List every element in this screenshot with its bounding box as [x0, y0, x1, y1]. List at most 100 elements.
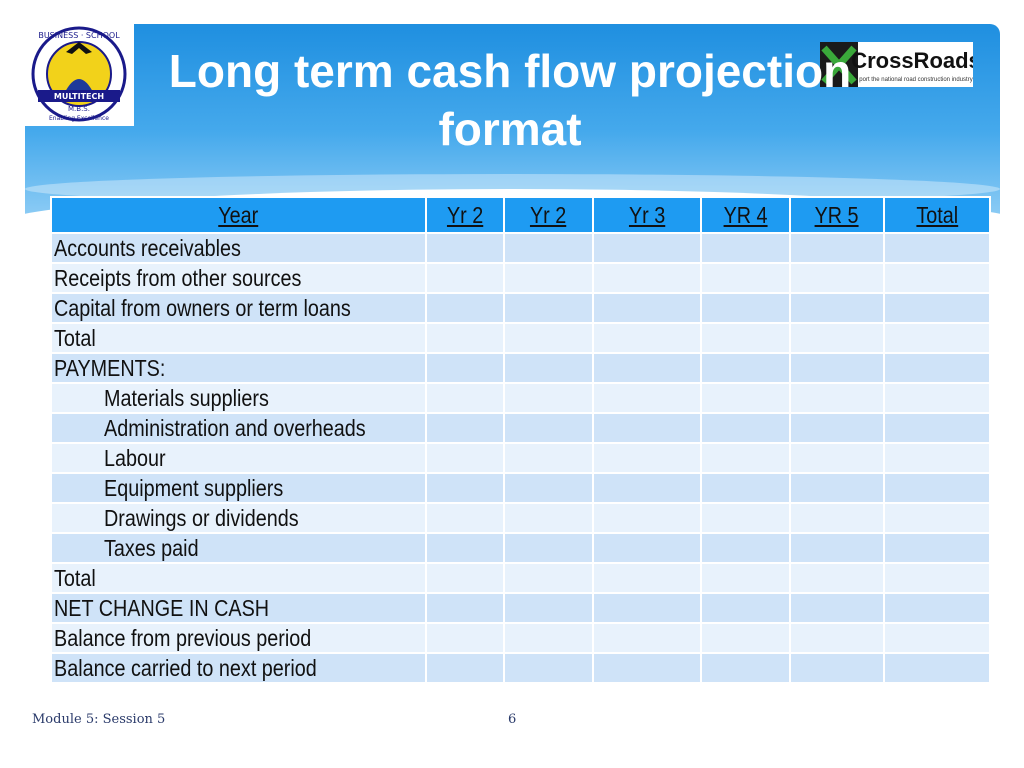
value-cell [789, 532, 885, 564]
table-row: Total [50, 562, 991, 594]
table-row: Taxes paid [50, 532, 991, 564]
slide-title-line2: format [438, 103, 582, 155]
row-label: Materials suppliers [50, 382, 427, 414]
row-label: Drawings or dividends [50, 502, 427, 534]
value-cell [789, 622, 885, 654]
table-header-row: Year Yr 2 Yr 2 Yr 3 YR 4 YR 5 Total [50, 196, 991, 234]
value-cell [883, 352, 991, 384]
value-cell [425, 262, 505, 294]
table-row: Materials suppliers [50, 382, 991, 414]
value-cell [592, 262, 702, 294]
value-cell [503, 442, 594, 474]
table-row: Capital from owners or term loans [50, 292, 991, 324]
value-cell [883, 472, 991, 504]
table-row: Labour [50, 442, 991, 474]
table-row: Drawings or dividends [50, 502, 991, 534]
multitech-logo: BUSINESS · SCHOOL MULTITECH M.B.S. Enabl… [24, 24, 134, 126]
value-cell [503, 352, 594, 384]
value-cell [425, 622, 505, 654]
value-cell [425, 352, 505, 384]
value-cell [592, 622, 702, 654]
value-cell [700, 382, 791, 414]
value-cell [425, 502, 505, 534]
value-cell [883, 262, 991, 294]
value-cell [503, 412, 594, 444]
svg-text:Enabling Excellence: Enabling Excellence [49, 115, 109, 122]
value-cell [503, 532, 594, 564]
row-label: Labour [50, 442, 427, 474]
value-cell [503, 382, 594, 414]
value-cell [425, 562, 505, 594]
value-cell [592, 382, 702, 414]
value-cell [700, 412, 791, 444]
value-cell [789, 502, 885, 534]
header-yr2-b: Yr 2 [503, 196, 594, 234]
value-cell [700, 532, 791, 564]
value-cell [789, 442, 885, 474]
row-label: Taxes paid [50, 532, 427, 564]
value-cell [883, 322, 991, 354]
value-cell [425, 532, 505, 564]
value-cell [700, 292, 791, 324]
value-cell [592, 352, 702, 384]
cash-flow-table: Year Yr 2 Yr 2 Yr 3 YR 4 YR 5 Total Acco… [50, 196, 991, 684]
header-year: Year [50, 196, 427, 234]
logo-text-business: BUSINESS · SCHOOL [38, 31, 120, 40]
value-cell [503, 622, 594, 654]
value-cell [592, 532, 702, 564]
table-row: NET CHANGE IN CASH [50, 592, 991, 624]
value-cell [789, 262, 885, 294]
value-cell [789, 472, 885, 504]
value-cell [503, 232, 594, 264]
value-cell [883, 532, 991, 564]
value-cell [789, 562, 885, 594]
value-cell [789, 232, 885, 264]
value-cell [425, 412, 505, 444]
row-label: Total [50, 322, 427, 354]
value-cell [700, 652, 791, 684]
svg-text:MULTITECH: MULTITECH [54, 92, 104, 101]
value-cell [883, 622, 991, 654]
value-cell [503, 262, 594, 294]
header-total: Total [883, 196, 991, 234]
row-label: Administration and overheads [50, 412, 427, 444]
value-cell [883, 382, 991, 414]
value-cell [700, 562, 791, 594]
value-cell [592, 292, 702, 324]
value-cell [503, 652, 594, 684]
crossroads-logo: CrossRoads port the national road constr… [820, 42, 981, 87]
value-cell [789, 382, 885, 414]
slide-title: Long term cash flow projection format [100, 42, 920, 158]
slide-title-line1: Long term cash flow projection [168, 45, 852, 97]
value-cell [789, 652, 885, 684]
value-cell [700, 442, 791, 474]
value-cell [700, 352, 791, 384]
row-label: Receipts from other sources [50, 262, 427, 294]
value-cell [883, 592, 991, 624]
value-cell [503, 502, 594, 534]
table-row: Balance carried to next period [50, 652, 991, 684]
table-row: Receipts from other sources [50, 262, 991, 294]
value-cell [789, 322, 885, 354]
value-cell [883, 502, 991, 534]
row-label: PAYMENTS: [50, 352, 427, 384]
value-cell [883, 232, 991, 264]
value-cell [789, 292, 885, 324]
value-cell [592, 232, 702, 264]
value-cell [503, 472, 594, 504]
table-row: Administration and overheads [50, 412, 991, 444]
table-row: Balance from previous period [50, 622, 991, 654]
table-row: Equipment suppliers [50, 472, 991, 504]
value-cell [700, 322, 791, 354]
value-cell [883, 652, 991, 684]
svg-text:port the national road constru: port the national road construction indu… [859, 77, 972, 83]
table-row: Accounts receivables [50, 232, 991, 264]
row-label: Capital from owners or term loans [50, 292, 427, 324]
header-yr3: Yr 3 [592, 196, 702, 234]
value-cell [592, 442, 702, 474]
header-yr5: YR 5 [789, 196, 885, 234]
row-label: Balance carried to next period [50, 652, 427, 684]
header-yr4: YR 4 [700, 196, 791, 234]
svg-text:CrossRoads: CrossRoads [851, 48, 973, 73]
value-cell [503, 562, 594, 594]
